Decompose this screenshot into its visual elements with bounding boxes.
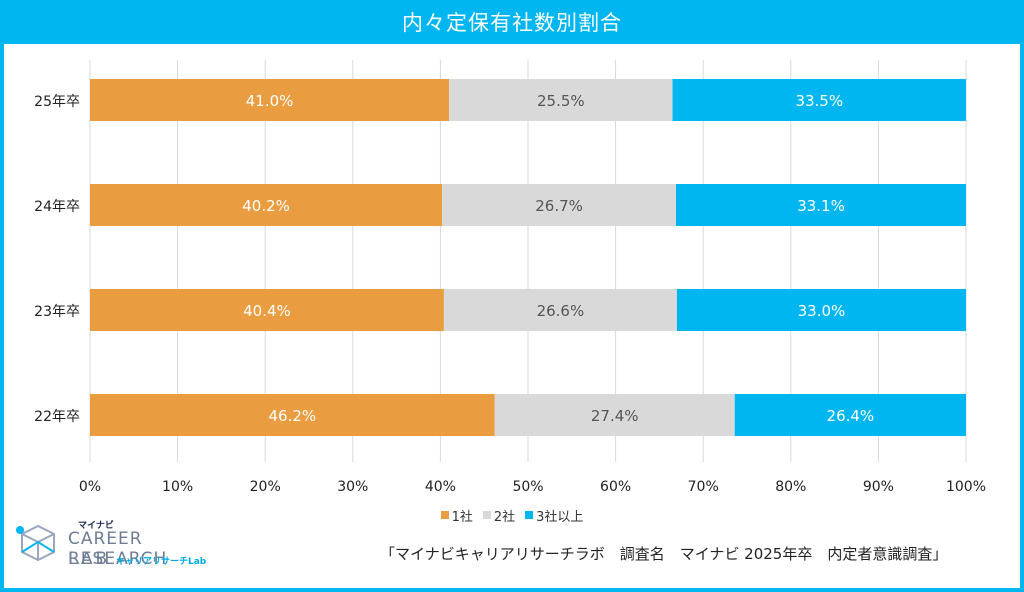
data-label-0-1: 25.5% xyxy=(537,92,585,110)
data-label-1-0: 40.2% xyxy=(242,197,290,215)
x-tick-label-10: 100% xyxy=(946,479,986,495)
x-tick-label-1: 10% xyxy=(162,479,193,495)
legend-item-3: 3社以上 xyxy=(525,506,583,525)
legend-swatch-2 xyxy=(482,511,491,519)
data-label-1-1: 26.7% xyxy=(535,197,583,215)
x-tick-label-7: 70% xyxy=(688,479,719,495)
career-research-lab-logo: マイナビ CAREER RESEARCH LAB キャリアリサーチLab xyxy=(14,516,244,576)
x-tick-label-2: 20% xyxy=(250,479,281,495)
x-tick-label-4: 40% xyxy=(425,479,456,495)
bar-2-1 xyxy=(443,289,677,331)
stacked-bar-chart: 41.0% 25.5% 33.5% 25年卒 40.2% 26.7% 33.1% 24年卒 40… xyxy=(34,60,986,495)
legend-swatch-3 xyxy=(525,511,534,519)
x-tick-label-8: 80% xyxy=(775,479,806,495)
data-label-3-2: 26.4% xyxy=(827,407,875,425)
bar-1-2 xyxy=(676,184,966,226)
bar-0-1 xyxy=(449,79,673,121)
logo-line1: CAREER RESEARCH xyxy=(68,529,168,569)
x-tick-label-0: 0% xyxy=(79,479,101,495)
logo-brand-small: マイナビ xyxy=(78,521,114,531)
legend-swatch-1 xyxy=(440,511,449,519)
chart-title: 内々定保有社数別割合 xyxy=(402,11,622,35)
bar-0-0 xyxy=(90,79,450,121)
bar-1-0 xyxy=(90,184,443,226)
data-label-0-0: 41.0% xyxy=(246,92,294,110)
logo-line2: LAB xyxy=(68,549,111,569)
bar-2-0 xyxy=(90,289,444,331)
cube-logo-icon xyxy=(16,524,55,562)
legend-label-1: 1社 xyxy=(451,509,473,525)
bar-2-2 xyxy=(676,289,966,331)
x-tick-label-9: 90% xyxy=(863,479,894,495)
data-label-0-2: 33.5% xyxy=(795,92,843,110)
legend-label-3: 3社以上 xyxy=(536,509,584,525)
x-tick-label-3: 30% xyxy=(337,479,368,495)
category-label-2: 23年卒 xyxy=(34,304,80,320)
legend: 1社 2社 3社以上 xyxy=(0,506,1024,525)
legend-item-2: 2社 xyxy=(482,506,516,525)
x-tick-label-5: 50% xyxy=(512,479,543,495)
source-note: 「マイナビキャリアリサーチラボ 調査名 マイナビ 2025年卒 内定者意識調査」 xyxy=(380,545,948,563)
bar-3-2 xyxy=(734,394,966,436)
legend-item-1: 1社 xyxy=(440,506,473,525)
data-label-2-0: 40.4% xyxy=(243,302,291,320)
category-label-0: 25年卒 xyxy=(34,94,80,110)
data-label-1-2: 33.1% xyxy=(797,197,845,215)
logo-sub: キャリアリサーチLab xyxy=(116,557,207,567)
bar-1-1 xyxy=(442,184,677,226)
x-tick-label-6: 60% xyxy=(600,479,631,495)
data-label-2-1: 26.6% xyxy=(537,302,585,320)
bar-3-0 xyxy=(90,394,495,436)
data-label-2-2: 33.0% xyxy=(798,302,846,320)
bar-3-1 xyxy=(494,394,735,436)
legend-label-2: 2社 xyxy=(493,509,516,525)
bar-0-2 xyxy=(672,79,966,121)
title-bar: 内々定保有社数別割合 xyxy=(0,0,1024,44)
data-label-3-0: 46.2% xyxy=(269,407,317,425)
data-label-3-1: 27.4% xyxy=(591,407,639,425)
category-label-3: 22年卒 xyxy=(34,409,80,425)
category-label-1: 24年卒 xyxy=(34,199,80,215)
